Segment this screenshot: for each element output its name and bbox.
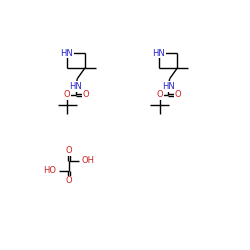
- Text: HN: HN: [60, 48, 73, 58]
- Text: O: O: [66, 146, 72, 156]
- Text: HN: HN: [70, 82, 82, 91]
- Text: HO: HO: [44, 166, 57, 175]
- Text: O: O: [82, 90, 89, 99]
- Text: O: O: [64, 90, 70, 99]
- Text: O: O: [156, 90, 163, 99]
- Text: HN: HN: [162, 82, 174, 91]
- Text: O: O: [66, 176, 72, 186]
- Text: O: O: [175, 90, 182, 99]
- Text: OH: OH: [81, 156, 94, 166]
- Text: HN: HN: [152, 48, 165, 58]
